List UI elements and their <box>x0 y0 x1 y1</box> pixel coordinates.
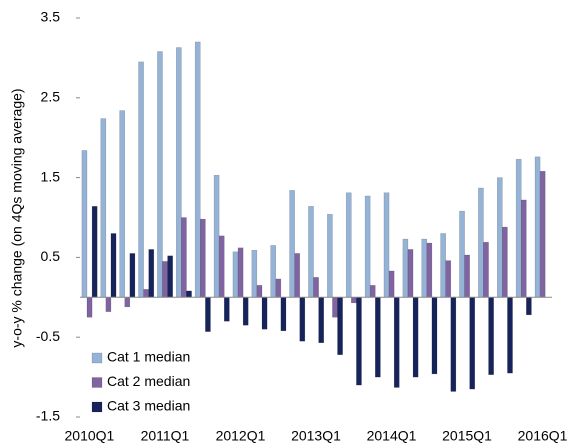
bar <box>507 297 513 374</box>
bar <box>251 249 258 298</box>
bar <box>176 47 182 298</box>
y-tick-label: 3.5 <box>41 9 61 25</box>
bar <box>213 174 220 298</box>
x-tick-label: 2014Q1 <box>367 428 417 444</box>
bar <box>440 233 446 298</box>
bar <box>478 187 484 298</box>
x-tick-label: 2011Q1 <box>141 428 190 444</box>
bar <box>148 249 155 298</box>
x-tick-label: 2015Q1 <box>442 428 492 444</box>
bar <box>110 233 117 298</box>
bar <box>270 245 277 298</box>
bar <box>218 235 225 298</box>
x-tick-label: 2016Q1 <box>518 428 568 444</box>
bar <box>412 297 419 378</box>
bar <box>294 253 301 298</box>
bar <box>100 118 107 298</box>
bar <box>488 297 494 375</box>
bar <box>256 285 263 298</box>
bar <box>526 297 532 316</box>
bar <box>205 297 211 332</box>
bar <box>459 210 465 298</box>
bar <box>91 206 98 298</box>
bar <box>308 206 314 298</box>
bar <box>194 41 201 298</box>
bar <box>289 190 295 298</box>
legend-label: Cat 2 median <box>107 373 190 389</box>
bar <box>539 170 546 298</box>
bar <box>345 192 352 298</box>
bar <box>337 297 343 356</box>
bar <box>138 61 144 298</box>
bar <box>318 297 324 344</box>
bar <box>534 156 541 298</box>
bar <box>157 51 163 298</box>
bar <box>129 253 136 298</box>
bar <box>299 297 306 342</box>
bar <box>469 297 476 390</box>
bar <box>105 297 112 312</box>
bar <box>351 297 357 304</box>
bar <box>186 290 192 298</box>
bar <box>242 297 249 326</box>
y-axis-label: y-o-y % change (on 4Qs moving average) <box>9 88 25 347</box>
legend-swatch <box>91 401 103 413</box>
bar <box>383 192 390 298</box>
bar <box>223 297 230 322</box>
x-tick-label: 2012Q1 <box>216 428 266 444</box>
bar <box>426 242 433 298</box>
bar <box>119 110 125 298</box>
y-tick-label: 1.5 <box>41 168 61 184</box>
legend-swatch <box>91 377 103 388</box>
legend-swatch <box>91 352 103 364</box>
bar <box>200 218 206 298</box>
bar <box>375 297 381 378</box>
bar <box>402 238 409 298</box>
bar <box>275 278 282 298</box>
bar <box>332 297 338 318</box>
bar <box>167 255 173 298</box>
bar <box>502 226 508 298</box>
bar <box>86 297 93 318</box>
bar <box>369 285 376 298</box>
bar <box>261 297 268 330</box>
y-tick-label: 0.5 <box>41 248 61 264</box>
bar <box>237 247 244 298</box>
bar <box>421 238 428 298</box>
bar <box>181 217 187 298</box>
bar <box>162 261 168 298</box>
bar <box>124 297 131 308</box>
legend-label: Cat 3 median <box>107 398 190 414</box>
bar <box>280 297 287 332</box>
bar <box>313 277 319 298</box>
bar <box>431 297 438 375</box>
bar <box>232 251 239 298</box>
bar <box>464 254 470 298</box>
bar <box>520 199 527 298</box>
bar <box>388 270 395 298</box>
x-tick-label: 2013Q1 <box>291 428 341 444</box>
bar <box>393 297 400 388</box>
bar <box>143 289 149 298</box>
y-tick-label: 2.5 <box>41 89 61 105</box>
bar <box>364 195 371 298</box>
y-tick-label: -0.5 <box>36 328 60 344</box>
bar <box>327 214 333 298</box>
legend-label: Cat 1 median <box>107 349 190 365</box>
bar <box>407 249 414 298</box>
bar <box>483 241 489 298</box>
bar <box>445 260 452 298</box>
y-tick-label: -1.5 <box>36 408 60 424</box>
bar <box>450 297 457 392</box>
bar <box>496 177 503 298</box>
bar <box>81 150 88 298</box>
x-tick-label: 2010Q1 <box>65 428 115 444</box>
bar <box>515 158 522 298</box>
bar <box>356 297 362 386</box>
